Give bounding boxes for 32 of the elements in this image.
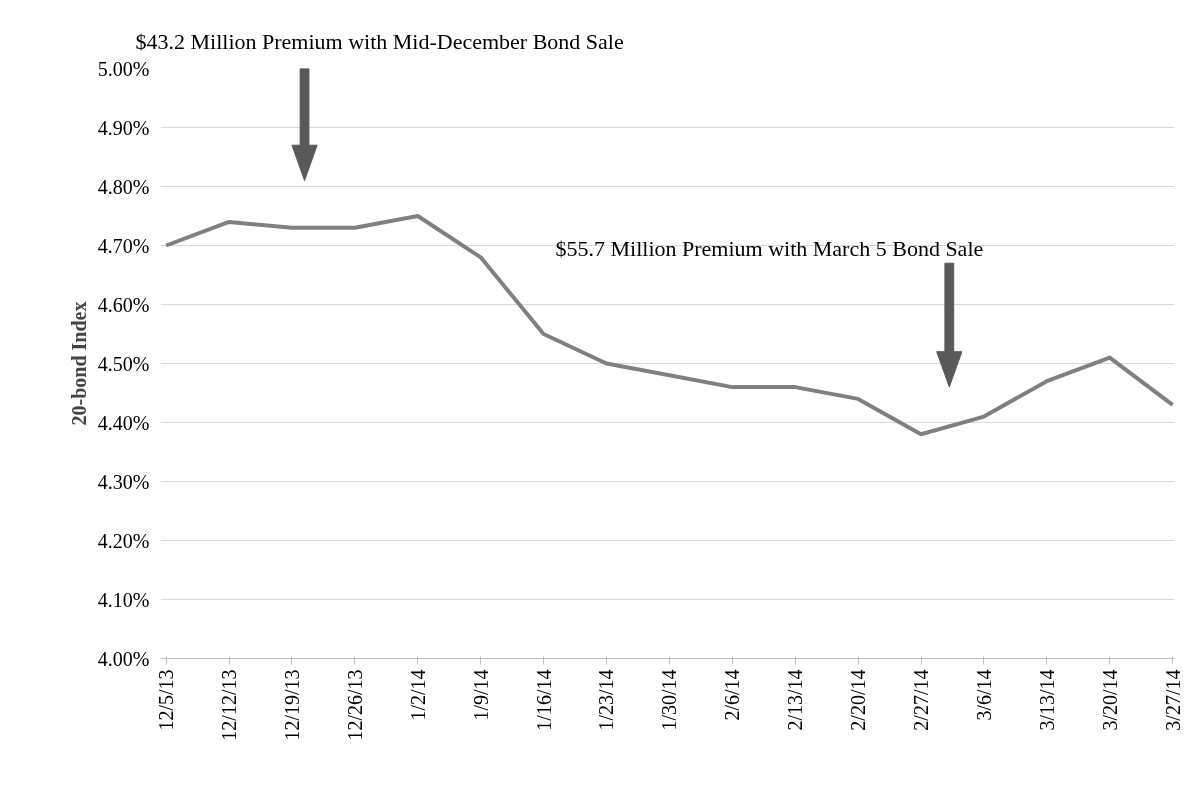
x-tick-label: 1/2/14 [406, 669, 429, 721]
x-tick-label: 2/20/14 [847, 669, 870, 731]
line-series [164, 214, 1175, 437]
y-tick-label: 4.40% [97, 411, 150, 434]
x-tick-label: 2/6/14 [721, 669, 744, 721]
y-tick-label: 4.70% [97, 234, 150, 257]
text: $43.2 Million Premium with Mid-December Bond Sale [135, 28, 624, 54]
x-tick-label: 1/16/14 [532, 669, 555, 731]
y-tick-label: 5.00% [97, 57, 150, 80]
y-axis-title: 20-bond Index [67, 301, 90, 426]
x-tick-label: 1/23/14 [595, 669, 618, 731]
y-tick-label: 4.30% [97, 470, 150, 493]
x-tick-label: 1/9/14 [469, 669, 492, 721]
y-tick-label: 4.20% [97, 529, 150, 552]
y-tick-label: 4.50% [97, 352, 150, 375]
y-tick-label: 4.80% [97, 175, 150, 198]
x-tick-label: 2/13/14 [784, 669, 807, 731]
x-tick-label: 2/27/14 [910, 669, 932, 731]
x-tick-label: 3/20/14 [1098, 669, 1121, 731]
x-tick-label: 3/27/14 [1161, 669, 1184, 731]
annotation: $55.7 Million Premium with March 5 Bond Sale [555, 235, 984, 261]
y-tick-label: 4.00% [97, 647, 150, 670]
x-tick-label: 12/19/13 [280, 669, 303, 741]
x-tick-label: 3/6/14 [972, 669, 995, 721]
x-tick-label: 12/5/13 [155, 669, 178, 731]
y-tick-label: 4.10% [97, 588, 150, 611]
y-tick-label: 4.90% [97, 116, 150, 139]
x-tick-label: 12/26/13 [343, 669, 366, 741]
x-tick-label: 12/12/13 [218, 669, 241, 741]
x-tick-label: 3/13/14 [1035, 669, 1058, 731]
y-tick-label: 4.60% [97, 293, 150, 316]
x-tick-label: 1/30/14 [658, 669, 681, 731]
